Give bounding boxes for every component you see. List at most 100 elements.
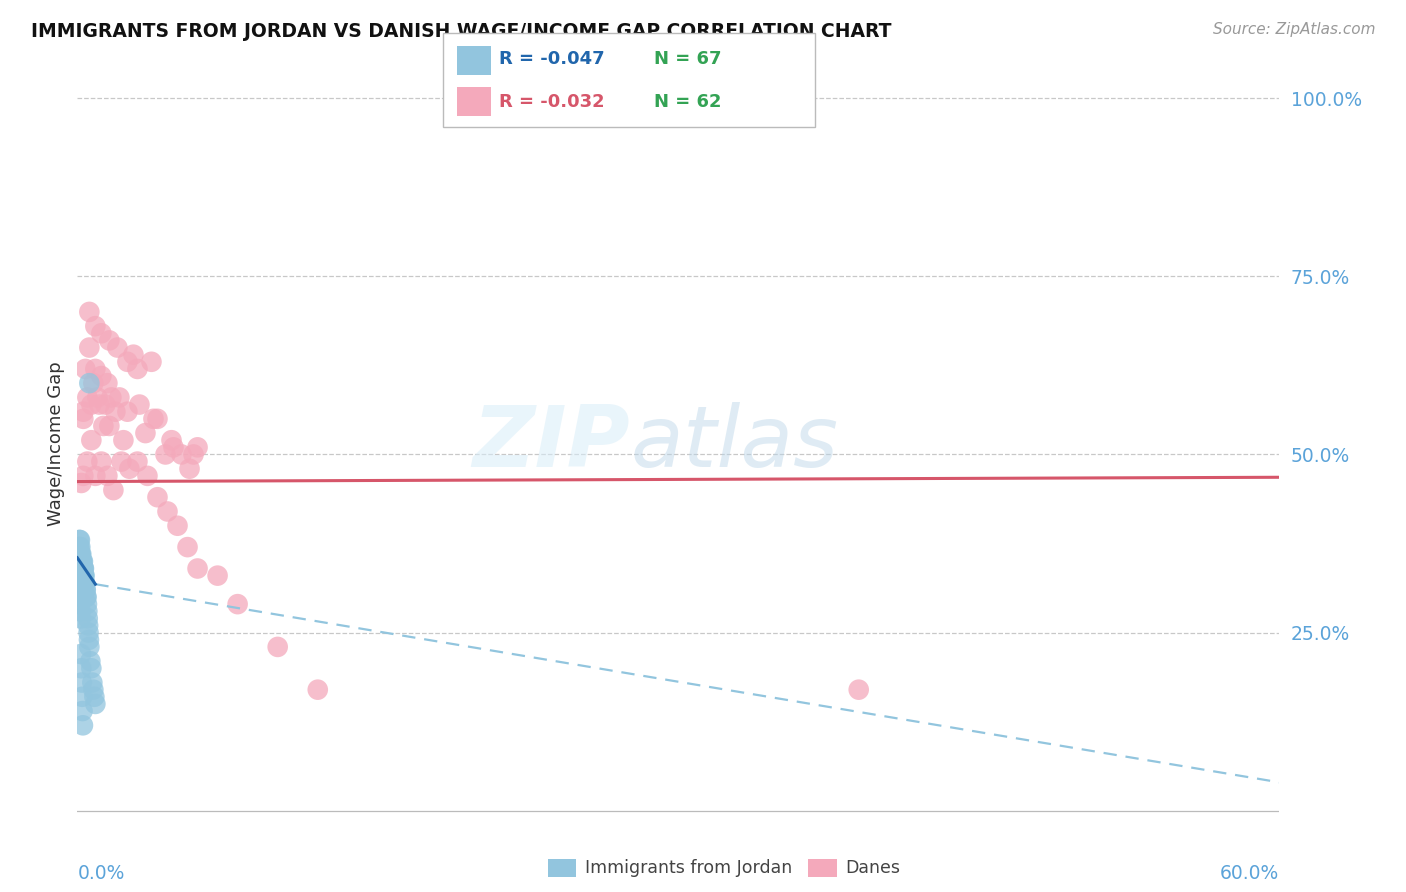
Point bbox=[146, 412, 169, 426]
Point bbox=[84, 468, 107, 483]
Point bbox=[72, 468, 94, 483]
Point bbox=[67, 568, 90, 582]
Point bbox=[76, 454, 98, 468]
Point bbox=[89, 398, 111, 412]
Point bbox=[79, 640, 101, 654]
Point bbox=[186, 440, 209, 454]
Point bbox=[82, 376, 104, 391]
Point bbox=[79, 305, 101, 319]
Point bbox=[72, 704, 94, 718]
Point bbox=[179, 461, 201, 475]
Text: Wage/Income Gap: Wage/Income Gap bbox=[46, 361, 65, 526]
Point bbox=[112, 434, 135, 448]
Point bbox=[186, 561, 209, 575]
Point bbox=[70, 547, 93, 561]
Point bbox=[73, 575, 96, 590]
Point bbox=[69, 547, 91, 561]
Point bbox=[72, 561, 94, 575]
Point bbox=[108, 391, 131, 405]
Point bbox=[69, 554, 91, 568]
Point bbox=[69, 533, 91, 547]
Point bbox=[82, 675, 104, 690]
Point bbox=[73, 568, 96, 582]
Point bbox=[70, 475, 93, 490]
Point bbox=[72, 561, 94, 575]
Point bbox=[90, 369, 112, 384]
Point bbox=[183, 447, 205, 461]
Point bbox=[73, 568, 96, 582]
Point bbox=[72, 412, 94, 426]
Point bbox=[82, 682, 104, 697]
Point bbox=[67, 547, 90, 561]
Point bbox=[70, 690, 93, 704]
Point bbox=[72, 561, 94, 575]
Point bbox=[166, 518, 188, 533]
Point bbox=[93, 419, 115, 434]
Point bbox=[122, 348, 145, 362]
Point bbox=[83, 690, 105, 704]
Point bbox=[80, 661, 103, 675]
Text: N = 67: N = 67 bbox=[654, 50, 721, 68]
Point bbox=[118, 461, 141, 475]
Point bbox=[67, 547, 90, 561]
Text: N = 62: N = 62 bbox=[654, 93, 721, 111]
Point bbox=[70, 661, 93, 675]
Point bbox=[84, 362, 107, 376]
Point bbox=[72, 718, 94, 732]
Point bbox=[70, 554, 93, 568]
Text: R = -0.032: R = -0.032 bbox=[499, 93, 605, 111]
Point bbox=[69, 547, 91, 561]
Text: 0.0%: 0.0% bbox=[77, 864, 125, 883]
Text: IMMIGRANTS FROM JORDAN VS DANISH WAGE/INCOME GAP CORRELATION CHART: IMMIGRANTS FROM JORDAN VS DANISH WAGE/IN… bbox=[31, 22, 891, 41]
Point bbox=[77, 625, 100, 640]
Text: R = -0.047: R = -0.047 bbox=[499, 50, 605, 68]
Point bbox=[72, 568, 94, 582]
Point bbox=[84, 697, 107, 711]
Point bbox=[73, 568, 96, 582]
Point bbox=[848, 682, 870, 697]
Point bbox=[76, 391, 98, 405]
Point bbox=[69, 597, 91, 611]
Point bbox=[67, 561, 90, 575]
Point bbox=[127, 454, 149, 468]
Point bbox=[70, 561, 93, 575]
Point bbox=[69, 604, 91, 618]
Point bbox=[69, 611, 91, 625]
Point bbox=[146, 490, 169, 504]
Point bbox=[73, 575, 96, 590]
Point bbox=[90, 454, 112, 468]
Point bbox=[72, 554, 94, 568]
Text: Immigrants from Jordan: Immigrants from Jordan bbox=[585, 859, 792, 877]
Point bbox=[73, 561, 96, 575]
Point bbox=[67, 575, 90, 590]
Point bbox=[98, 334, 121, 348]
Point bbox=[90, 326, 112, 341]
Text: atlas: atlas bbox=[630, 402, 838, 485]
Point bbox=[110, 454, 132, 468]
Point bbox=[141, 355, 163, 369]
Point bbox=[79, 654, 101, 668]
Point bbox=[127, 362, 149, 376]
Point bbox=[76, 597, 98, 611]
Point bbox=[117, 405, 139, 419]
Point bbox=[107, 341, 129, 355]
Point bbox=[76, 611, 98, 625]
Point bbox=[128, 398, 150, 412]
Point bbox=[67, 540, 90, 554]
Point bbox=[134, 426, 156, 441]
Point bbox=[70, 554, 93, 568]
Point bbox=[67, 554, 90, 568]
Point bbox=[170, 447, 193, 461]
Point bbox=[79, 376, 101, 391]
Point bbox=[162, 440, 184, 454]
Text: 60.0%: 60.0% bbox=[1220, 864, 1279, 883]
Point bbox=[69, 561, 91, 575]
Point bbox=[80, 398, 103, 412]
Point bbox=[142, 412, 165, 426]
Point bbox=[69, 590, 91, 604]
Point bbox=[207, 568, 229, 582]
Point bbox=[70, 554, 93, 568]
Point bbox=[136, 468, 159, 483]
Point bbox=[94, 398, 117, 412]
Point bbox=[75, 590, 97, 604]
